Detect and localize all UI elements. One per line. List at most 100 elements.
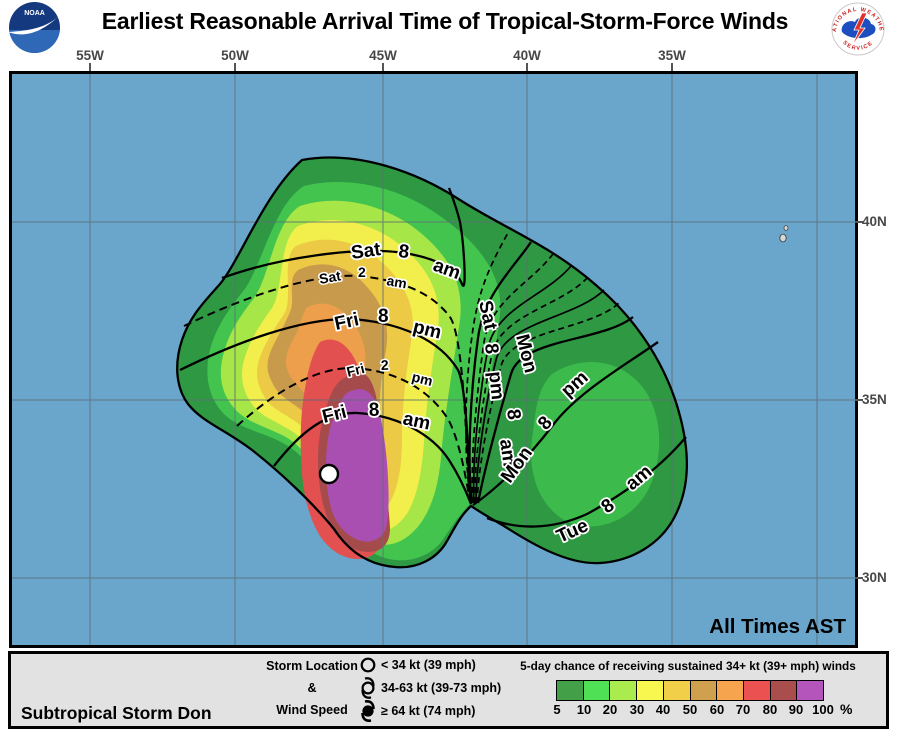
contour-mon-8am xyxy=(476,316,634,504)
colorbar-tick: 10 xyxy=(576,702,592,717)
svg-text:am: am xyxy=(385,272,408,291)
contour-sun-2am xyxy=(471,253,554,504)
contour-sun-2pm xyxy=(474,276,589,504)
svg-text:pm: pm xyxy=(411,316,444,343)
storm-name: Subtropical Storm Don xyxy=(21,703,212,723)
all-times-note: All Times AST xyxy=(709,615,846,638)
colorbar-tick: 30 xyxy=(629,702,645,717)
contour-fri-2pm xyxy=(236,366,471,503)
svg-text:2: 2 xyxy=(358,264,366,280)
x-tick-40w: 40W xyxy=(513,48,541,63)
y-tick-40n: 40N xyxy=(862,214,887,229)
colorbar-tick: 50 xyxy=(682,702,698,717)
contour-label: Sat xyxy=(318,267,343,287)
y-tick-30n: 30N xyxy=(862,570,887,585)
svg-text:pm: pm xyxy=(484,370,508,401)
graticule xyxy=(12,74,855,645)
wind-speed-label-3: ≥ 64 kt (74 mph) xyxy=(381,704,476,718)
island-specks xyxy=(779,225,789,243)
symbol-legend-title-3: Wind Speed xyxy=(276,703,348,717)
svg-text:8: 8 xyxy=(502,408,524,421)
region-90pct xyxy=(326,389,389,542)
contour-fri-8am xyxy=(273,411,473,505)
contour-sat-2pm xyxy=(465,230,510,504)
colorbar-segment xyxy=(797,681,824,700)
wind-arrival-map: Sat 8 am Sat 2 am Fri 8 pm Fri 2 pm Fri … xyxy=(12,74,855,645)
contour-mon-8pm xyxy=(472,341,659,506)
wind-speed-symbols xyxy=(360,657,376,723)
nws-logo-text-bottom: SERVICE xyxy=(841,40,873,52)
contour-fri-8pm xyxy=(179,317,472,501)
colorbar-segment xyxy=(610,681,638,700)
nws-logo: NATIONAL WEATHER SERVICE xyxy=(825,0,888,63)
colorbar-tick: 40 xyxy=(655,702,671,717)
noaa-logo-text: NOAA xyxy=(24,10,45,17)
colorbar-segment xyxy=(717,681,744,700)
contour-label: Fri xyxy=(345,360,366,380)
colorbar-tick: 80 xyxy=(762,702,778,717)
colorbar-segment xyxy=(583,681,611,700)
colorbar-tick: 70 xyxy=(735,702,751,717)
contour-label: Sat xyxy=(350,239,383,264)
colorbar-tick: 20 xyxy=(602,702,618,717)
page-title: Earliest Reasonable Arrival Time of Trop… xyxy=(101,8,789,34)
y-tickmark xyxy=(855,577,863,579)
colorbar-title: 5-day chance of receiving sustained 34+ … xyxy=(520,659,856,673)
contour-sun-8pm xyxy=(475,289,605,504)
colorbar-unit: % xyxy=(840,701,853,717)
nws-lightning-icon xyxy=(851,12,868,47)
svg-text:2: 2 xyxy=(381,357,390,373)
colorbar-segment xyxy=(557,681,584,700)
x-tick-50w: 50W xyxy=(221,48,249,63)
contour-sat-8am xyxy=(221,187,466,287)
x-tickmark xyxy=(382,63,384,71)
svg-text:8: 8 xyxy=(397,241,410,263)
x-tickmark xyxy=(526,63,528,71)
svg-text:SERVICE: SERVICE xyxy=(841,40,874,52)
colorbar-tick: 60 xyxy=(709,702,725,717)
legend-box: Subtropical Storm Don Fri. Jul. 14, 2023… xyxy=(8,651,889,729)
contour-sat-8pm xyxy=(468,241,532,504)
y-tick-35n: 35N xyxy=(862,392,887,407)
storm-location-dot xyxy=(318,463,340,485)
wind-speed-label-1: < 34 kt (39 mph) xyxy=(381,658,476,672)
hurricane-icon xyxy=(361,699,375,723)
x-tick-35w: 35W xyxy=(658,48,686,63)
colorbar-segment xyxy=(690,681,718,700)
x-tickmark xyxy=(89,63,91,71)
region-10pct-east xyxy=(531,362,660,527)
colorbar-segment xyxy=(663,681,691,700)
colorbar-segment xyxy=(770,681,798,700)
colorbar-tick: 90 xyxy=(788,702,804,717)
colorbar-tick: 5 xyxy=(553,702,561,717)
probability-colorbar xyxy=(556,680,824,701)
low-wind-icon xyxy=(360,657,376,673)
symbol-legend-title-1: Storm Location xyxy=(266,659,358,673)
x-tickmark xyxy=(234,63,236,71)
wind-speed-label-2: 34-63 kt (39-73 mph) xyxy=(381,681,502,695)
x-tickmark xyxy=(671,63,673,71)
svg-text:8: 8 xyxy=(480,342,502,355)
contour-sat-2am xyxy=(183,274,470,499)
y-tickmark xyxy=(855,221,863,223)
svg-text:am: am xyxy=(495,438,520,468)
tropical-storm-icon xyxy=(361,677,375,699)
symbol-legend-title-2: & xyxy=(307,681,317,695)
contour-tue-8am xyxy=(486,436,687,528)
svg-text:8: 8 xyxy=(368,400,379,421)
arrival-time-contours xyxy=(179,187,687,528)
region-outline xyxy=(176,156,689,569)
map-frame: Sat 8 am Sat 2 am Fri 8 pm Fri 2 pm Fri … xyxy=(9,71,858,648)
y-tickmark xyxy=(855,399,863,401)
noaa-bird-swoosh xyxy=(9,14,60,35)
x-tick-45w: 45W xyxy=(369,48,397,63)
storm-info: Subtropical Storm Don Fri. Jul. 14, 2023… xyxy=(21,656,245,736)
x-tick-55w: 55W xyxy=(76,48,104,63)
colorbar-tick: 100 xyxy=(812,702,834,717)
svg-text:8: 8 xyxy=(378,306,389,327)
noaa-logo: NOAA xyxy=(8,1,61,59)
colorbar-segment xyxy=(743,681,771,700)
colorbar-segment xyxy=(637,681,664,700)
svg-text:pm: pm xyxy=(410,368,434,389)
